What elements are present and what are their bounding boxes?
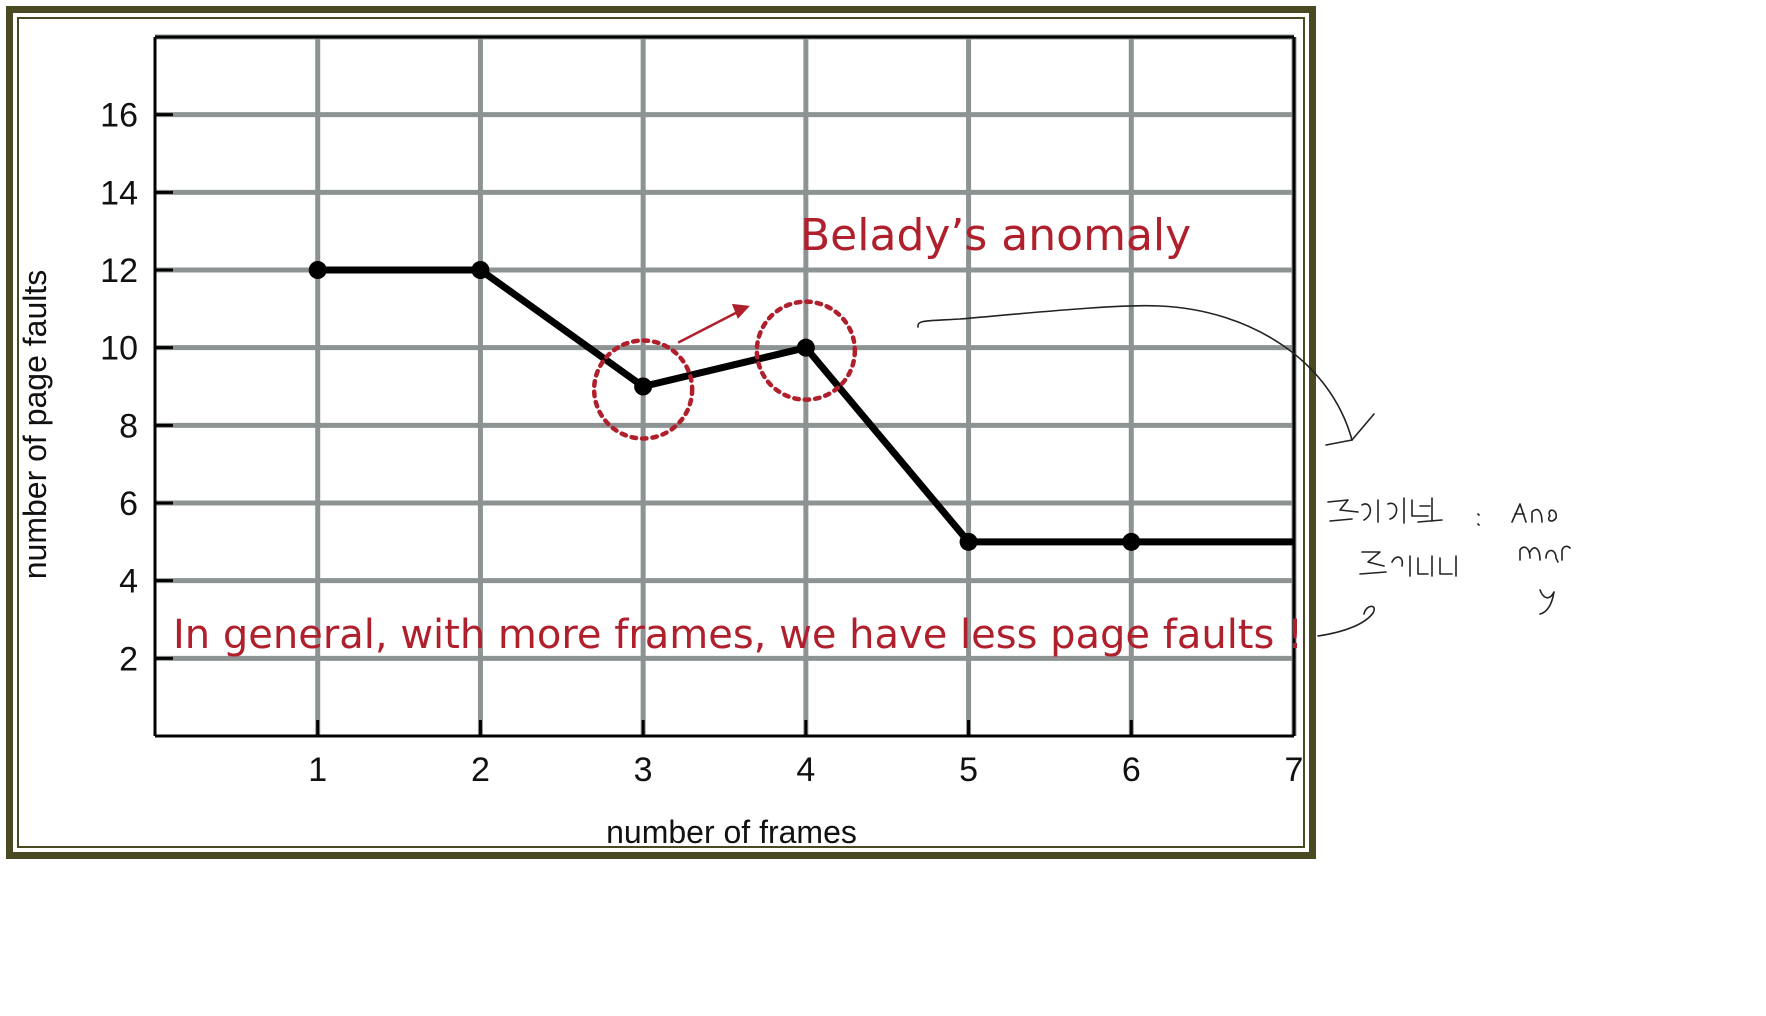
x-tick-label-2: 2: [471, 751, 490, 789]
data-point-1: [308, 261, 327, 279]
highlight-circle-3: [591, 338, 695, 441]
general-note-text: In general, with more frames, we have le…: [173, 612, 1303, 658]
data-point-5: [959, 532, 978, 551]
data-point-2: [471, 261, 490, 279]
axes-layer: [153, 35, 1296, 738]
y-tick-label-2: 2: [119, 640, 138, 678]
chart-frame-inner-border: [17, 17, 1305, 848]
data-point-3: [634, 377, 653, 396]
annotation-layer: [591, 299, 858, 441]
anomaly-arrow-line: [677, 310, 739, 344]
anomaly-arrow-head: [731, 303, 750, 319]
highlight-circle-4: [754, 299, 858, 402]
y-tick-label-6: 6: [119, 485, 138, 523]
x-tick-label-1: 1: [308, 751, 327, 789]
x-tick-label-3: 3: [634, 751, 653, 789]
y-tick-label-10: 10: [100, 330, 138, 368]
y-tick-label-8: 8: [119, 407, 138, 445]
y-axis-title: number of page faults: [17, 270, 53, 580]
series-layer: [308, 261, 1294, 551]
x-tick-label-6: 6: [1122, 751, 1141, 789]
data-point-4: [796, 338, 815, 357]
data-point-6: [1122, 532, 1141, 551]
y-tick-label-4: 4: [119, 563, 138, 601]
belady-anomaly-label: Belady’s anomaly: [800, 210, 1191, 261]
chart-frame: [6, 6, 1316, 859]
x-tick-label-7: 7: [1285, 751, 1304, 789]
x-tick-label-4: 4: [796, 751, 815, 789]
y-tick-label-12: 12: [100, 252, 138, 290]
x-axis-title: number of frames: [606, 814, 857, 850]
handwritten-note-icon: [917, 304, 1571, 637]
y-tick-label-16: 16: [100, 97, 138, 135]
x-tick-label-5: 5: [959, 751, 978, 789]
y-tick-label-14: 14: [100, 174, 138, 212]
